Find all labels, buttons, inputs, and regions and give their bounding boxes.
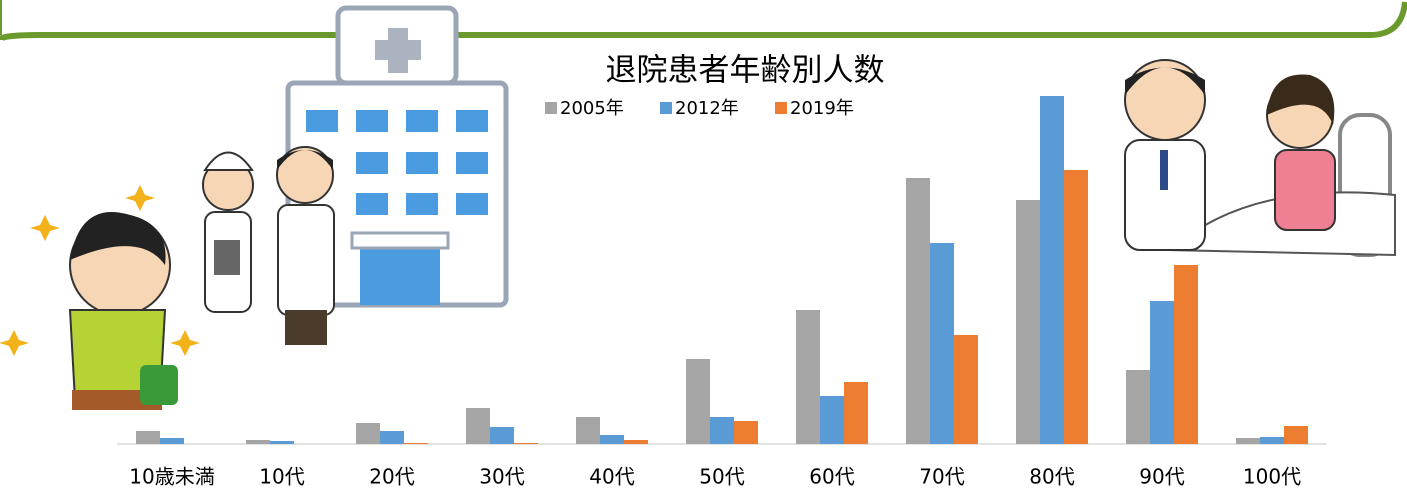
bar — [1284, 426, 1308, 444]
bar — [1260, 437, 1284, 444]
bar — [1016, 200, 1040, 444]
bar — [246, 440, 270, 444]
happy-boy-illustration — [0, 185, 200, 410]
legend-swatch — [775, 102, 787, 114]
bar — [404, 443, 428, 444]
bar — [1064, 170, 1088, 444]
bar — [954, 335, 978, 444]
legend-label: 2019年 — [790, 98, 854, 119]
chart-title: 退院患者年齢別人数 — [606, 53, 885, 89]
header-border — [0, 2, 1405, 40]
x-tick-label: 40代 — [589, 465, 634, 489]
bar — [490, 427, 514, 444]
bar — [1150, 301, 1174, 444]
x-tick-label: 70代 — [919, 465, 964, 489]
bar — [600, 435, 624, 444]
bar — [686, 359, 710, 444]
bar — [356, 423, 380, 444]
bar — [1040, 96, 1064, 444]
legend-label: 2012年 — [675, 98, 739, 119]
bar — [844, 382, 868, 444]
x-tick-label: 30代 — [479, 465, 524, 489]
bar — [796, 310, 820, 444]
bar — [710, 417, 734, 444]
bar — [576, 417, 600, 444]
bar — [906, 178, 930, 444]
doctor-nurse-illustration — [203, 147, 334, 345]
chart: 退院患者年齢別人数 2005年 2012年 2019年 10歳未満 10代 20代 30代… — [0, 0, 1407, 496]
legend-swatch — [660, 102, 672, 114]
x-tick-label: 80代 — [1029, 465, 1074, 489]
legend-label: 2005年 — [560, 98, 624, 119]
bar — [160, 438, 184, 444]
bar — [270, 441, 294, 444]
x-tick-label: 100代 — [1243, 465, 1301, 489]
x-tick-label: 90代 — [1139, 465, 1184, 489]
bar — [820, 396, 844, 444]
bar — [136, 431, 160, 444]
bar — [466, 408, 490, 444]
bar — [1236, 438, 1260, 444]
bar — [1126, 370, 1150, 444]
bar — [380, 431, 404, 444]
bar — [1174, 265, 1198, 444]
legend: 2005年 2012年 2019年 — [545, 98, 854, 119]
x-tick-label: 10歳未満 — [129, 465, 214, 489]
x-tick-label: 20代 — [369, 465, 414, 489]
bar — [734, 421, 758, 444]
x-tick-label: 50代 — [699, 465, 744, 489]
bar — [514, 443, 538, 444]
x-tick-label: 60代 — [809, 465, 854, 489]
bar — [930, 243, 954, 444]
doctor-patient-illustration — [1120, 55, 1400, 260]
legend-swatch — [545, 102, 557, 114]
x-tick-label: 10代 — [259, 465, 304, 489]
bar — [624, 440, 648, 444]
